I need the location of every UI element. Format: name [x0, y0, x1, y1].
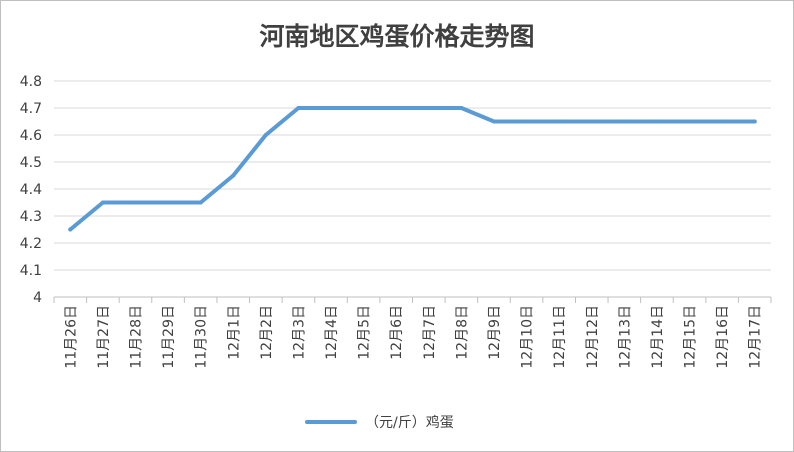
data-point: [296, 106, 301, 110]
x-tick-label: 12月11日: [552, 305, 568, 369]
data-point: [720, 119, 725, 124]
data-point: [133, 200, 138, 205]
y-tick-label: 4.2: [20, 236, 42, 252]
y-tick-label: 4.7: [20, 101, 42, 117]
x-tick-label: 12月9日: [487, 305, 503, 360]
y-tick-label: 4.5: [20, 155, 42, 171]
x-tick-label: 11月30日: [194, 305, 210, 369]
data-point: [752, 119, 757, 124]
data-point: [329, 106, 334, 110]
y-tick-label: 4: [33, 290, 42, 306]
x-tick-label: 11月27日: [96, 305, 112, 369]
x-axis-tick-labels: 11月26日 11月27日 11月28日 11月29日 11月30日 12月1日 12月2日…: [63, 305, 763, 369]
x-tick-label: 12月5日: [357, 305, 373, 360]
data-point: [459, 106, 464, 110]
y-tick-label: 4.3: [20, 209, 42, 225]
x-tick-label: 12月7日: [422, 305, 438, 360]
x-tick-label: 11月26日: [63, 305, 79, 369]
x-tick-label: 12月17日: [748, 305, 764, 369]
data-point: [263, 133, 268, 137]
data-point: [524, 119, 529, 124]
x-tick-label: 12月8日: [454, 305, 470, 360]
x-tick-label: 12月12日: [585, 305, 601, 369]
data-point: [687, 119, 692, 124]
data-point: [654, 119, 659, 124]
x-tick-label: 12月4日: [324, 305, 340, 360]
y-axis-tick-labels: 4 4.1 4.2 4.3 4.4 4.5 4.6 4.7 4.8: [20, 74, 42, 306]
y-tick-label: 4.6: [20, 128, 42, 144]
x-tick-label: 12月10日: [520, 305, 536, 369]
data-point: [198, 200, 203, 205]
x-tick-label: 12月15日: [683, 305, 699, 369]
data-point: [426, 106, 431, 110]
x-tick-label: 11月28日: [128, 305, 144, 369]
x-tick-label: 12月2日: [259, 305, 275, 360]
data-point: [100, 200, 105, 205]
x-tick-label: 12月13日: [617, 305, 633, 369]
x-tick-label: 12月1日: [226, 305, 242, 360]
data-point: [589, 119, 594, 124]
y-tick-label: 4.8: [20, 74, 42, 90]
data-point: [361, 106, 366, 110]
data-point: [394, 106, 399, 110]
data-point: [491, 119, 496, 124]
x-tick-label: 12月6日: [389, 305, 405, 360]
y-tick-label: 4.4: [20, 182, 42, 198]
data-point: [68, 227, 73, 232]
data-point: [622, 119, 627, 124]
series-layer: [68, 106, 757, 232]
chart-title: 河南地区鸡蛋价格走势图: [259, 22, 534, 51]
x-tick-label: 12月16日: [715, 305, 731, 369]
legend-label: （元/斤）鸡蛋: [365, 414, 454, 431]
x-tick-label: 12月3日: [291, 305, 307, 360]
x-tick-label: 11月29日: [161, 305, 177, 369]
series-line: [68, 106, 757, 232]
legend: （元/斤）鸡蛋: [305, 414, 454, 431]
data-point: [231, 173, 236, 178]
y-tick-label: 4.1: [20, 263, 42, 279]
gridlines: [53, 80, 772, 303]
data-point: [166, 200, 171, 205]
x-tick-label: 12月14日: [650, 305, 666, 369]
data-point: [557, 119, 562, 124]
